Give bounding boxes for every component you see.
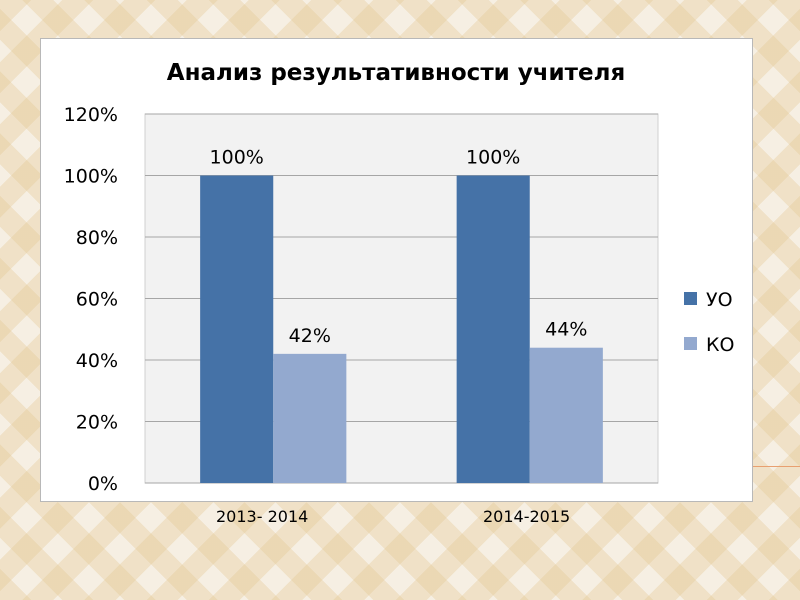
bars: 100% 100% 42% 44%	[200, 147, 603, 483]
y-tick-label: 80%	[76, 227, 118, 249]
legend-label: КО	[706, 334, 734, 356]
y-tick-label: 40%	[76, 350, 118, 372]
y-axis: 0% 20% 40% 60% 80% 100% 120%	[64, 104, 118, 495]
legend: УО КО	[684, 289, 734, 356]
data-label: 100%	[466, 147, 520, 169]
category-label: 2014-2015	[483, 507, 571, 526]
bar	[273, 353, 347, 483]
accent-line	[752, 466, 800, 467]
category-label: 2013- 2014	[216, 507, 309, 526]
chart-title: Анализ результативности учителя	[167, 60, 625, 86]
data-label: 44%	[545, 319, 587, 341]
bar	[200, 175, 274, 483]
legend-label: УО	[706, 289, 733, 311]
data-label: 42%	[289, 325, 331, 347]
y-tick-label: 20%	[76, 412, 118, 434]
y-tick-label: 0%	[88, 473, 118, 495]
legend-swatch	[684, 292, 697, 305]
y-tick-label: 60%	[76, 289, 118, 311]
bar	[456, 175, 530, 483]
y-tick-label: 120%	[64, 104, 118, 126]
y-tick-label: 100%	[64, 166, 118, 188]
bar	[529, 347, 603, 483]
legend-swatch	[684, 337, 697, 350]
data-label: 100%	[210, 147, 264, 169]
